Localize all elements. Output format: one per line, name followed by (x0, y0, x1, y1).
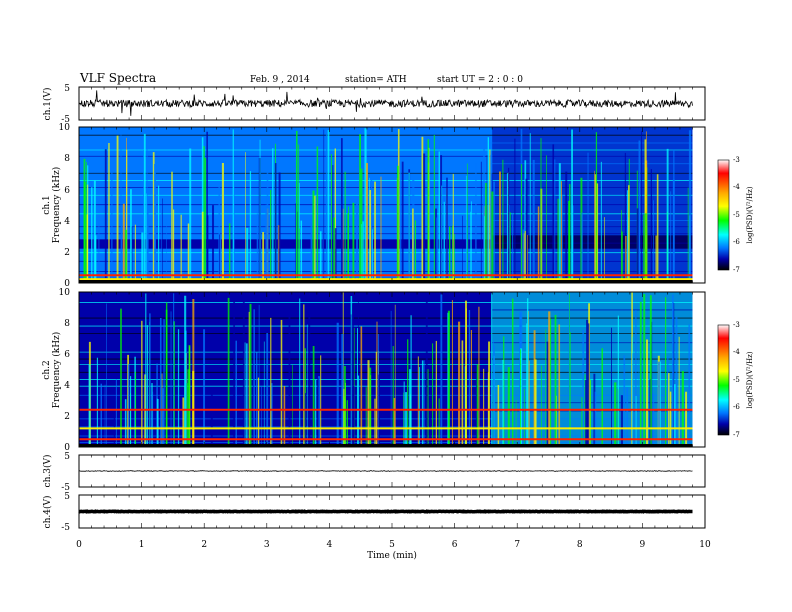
station-label: station= ATH (345, 75, 407, 85)
y-tick-label: 5 (64, 452, 70, 462)
y-tick-label: 8 (64, 319, 70, 329)
y-tick-label: 4 (64, 217, 70, 227)
y-tick-label: 10 (59, 123, 71, 133)
y-tick-label: 8 (64, 154, 70, 164)
ch1-waveform-trace (78, 90, 693, 116)
spectrogram-bottom-band (79, 444, 693, 447)
x-axis-ticks (78, 87, 706, 528)
ch2-colorbar: -3 -4 -5 -6 -7 log(PSD)(V²/Hz) (717, 321, 754, 439)
ch1-spectrogram-ylabel: Frequency (kHz) (51, 167, 62, 244)
ch1-spectrogram-y-ticks: 0 2 4 6 8 10 (59, 123, 71, 289)
y-tick-label: 6 (64, 186, 70, 196)
ch2-colorbar-gradient (717, 324, 730, 436)
x-tick-label: 4 (327, 540, 333, 550)
ch4-waveform-y-ticks: 5 -5 (61, 492, 70, 533)
x-tick-label: 7 (514, 540, 520, 550)
y-tick-label: 6 (64, 350, 70, 360)
ch1-waveform-ylabel: ch.1(V) (42, 88, 53, 121)
colorbar-tick-label: -3 (733, 321, 740, 329)
x-tick-label: 2 (201, 540, 207, 550)
y-tick-label: 4 (64, 381, 70, 391)
ch2-spectrogram-panel (78, 291, 706, 448)
spectrogram-bottom-band (79, 280, 693, 283)
colorbar-tick-label: -7 (733, 431, 740, 439)
x-tick-label: 3 (264, 540, 270, 550)
ch1-waveform-y-ticks: 5 -5 (61, 84, 70, 125)
x-tick-label: 6 (452, 540, 458, 550)
colorbar-tick-label: -3 (733, 156, 740, 164)
y-tick-label: 5 (64, 492, 70, 502)
colorbar-tick-label: -5 (733, 376, 740, 384)
colorbar-tick-label: -6 (733, 403, 740, 411)
ch1-colorbar: -3 -4 -5 -6 -7 log(PSD)(V²/Hz) (717, 156, 754, 274)
colorbar-tick-label: -4 (733, 183, 740, 191)
colorbar-tick-label: -7 (733, 266, 740, 274)
y-tick-label: 10 (59, 288, 71, 298)
x-axis-tick-labels: 0 1 2 3 4 5 6 7 8 9 10 (76, 540, 711, 550)
ch2-spectrogram-y-ticks: 0 2 4 6 8 10 (59, 288, 71, 453)
y-tick-label: -5 (61, 523, 70, 533)
y-tick-label: 0 (64, 443, 70, 453)
ch1-colorbar-gradient (717, 159, 730, 271)
start-time-label: start UT = 2 : 0 : 0 (437, 75, 523, 85)
ch3-waveform-ylabel: ch.3(V) (42, 455, 53, 488)
y-tick-label: 5 (64, 84, 70, 94)
y-tick-label: -5 (61, 483, 70, 493)
ch2-colorbar-label: log(PSD)(V²/Hz) (746, 351, 754, 408)
y-tick-label: -5 (61, 115, 70, 125)
ch1-colorbar-label: log(PSD)(V²/Hz) (746, 186, 754, 243)
x-tick-label: 9 (640, 540, 646, 550)
ch4-waveform-ylabel: ch.4(V) (42, 496, 53, 529)
ch1-spectrogram-panel (78, 126, 706, 284)
x-tick-label: 5 (389, 540, 395, 550)
x-axis-label: Time (min) (367, 550, 417, 561)
colorbar-tick-label: -4 (733, 348, 740, 356)
ch3-waveform-y-ticks: 5 -5 (61, 452, 70, 493)
figure-title: VLF Spectra (79, 71, 156, 85)
x-tick-label: 8 (577, 540, 583, 550)
y-tick-label: 2 (64, 412, 70, 422)
colorbar-tick-label: -5 (733, 211, 740, 219)
y-tick-label: 0 (64, 279, 70, 289)
ch3-waveform-trace (78, 470, 693, 472)
spectrogram-dark-band (79, 239, 493, 249)
ch2-spectrogram-ylabel-top: ch.2 (42, 360, 52, 379)
colorbar-tick-label: -6 (733, 238, 740, 246)
x-tick-label: 0 (76, 540, 82, 550)
date-label: Feb. 9 , 2014 (250, 75, 310, 85)
x-tick-label: 10 (699, 540, 711, 550)
ch1-spectrogram-ylabel-top: ch.1 (42, 195, 52, 214)
y-tick-label: 2 (64, 248, 70, 258)
ch2-spectrogram-ylabel: Frequency (kHz) (51, 332, 62, 409)
x-tick-label: 1 (139, 540, 145, 550)
